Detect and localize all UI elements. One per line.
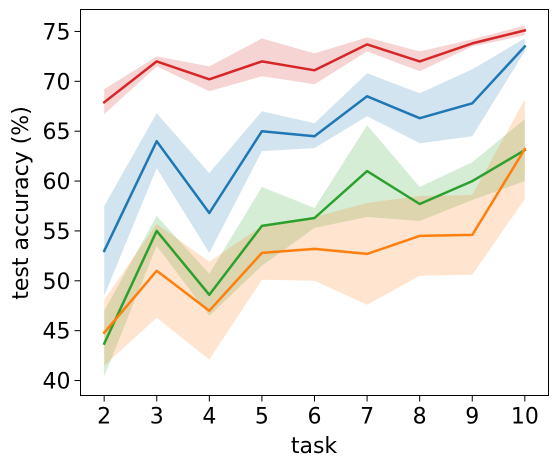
series-2-line: [102, 148, 527, 346]
x-tick-label: 10: [511, 405, 539, 430]
x-tick-label: 8: [413, 405, 427, 430]
x-tick-label: 3: [150, 405, 164, 430]
y-tick-label: 40: [43, 370, 71, 395]
x-tick-label: 7: [360, 405, 374, 430]
series-3-band: [104, 99, 525, 366]
series-1-band: [104, 38, 525, 296]
y-tick-label: 60: [43, 170, 71, 195]
x-tick-label: 9: [465, 405, 479, 430]
series-2-band: [104, 119, 525, 377]
x-axis-label: task: [291, 434, 338, 459]
y-tick-label: 65: [43, 120, 71, 145]
y-tick-label: 75: [43, 20, 71, 45]
series-3-line: [102, 147, 527, 335]
x-tick-label: 5: [255, 405, 269, 430]
y-axis: 40 45 50 55 60 65 70 75: [43, 20, 81, 395]
x-tick-label: 2: [97, 405, 111, 430]
series-lines: [102, 28, 527, 346]
y-tick-label: 55: [43, 220, 71, 245]
confidence-bands: [104, 25, 525, 377]
x-axis: 2 3 4 5 6 7 8 9 10: [97, 395, 539, 430]
series-1-line: [102, 44, 527, 253]
y-tick-label: 50: [43, 270, 71, 295]
x-tick-label: 4: [202, 405, 216, 430]
y-tick-label: 70: [43, 70, 71, 95]
series-0-line: [102, 28, 527, 105]
x-tick-label: 6: [308, 405, 322, 430]
y-axis-label: test accuracy (%): [9, 106, 34, 300]
y-tick-label: 45: [43, 320, 71, 345]
